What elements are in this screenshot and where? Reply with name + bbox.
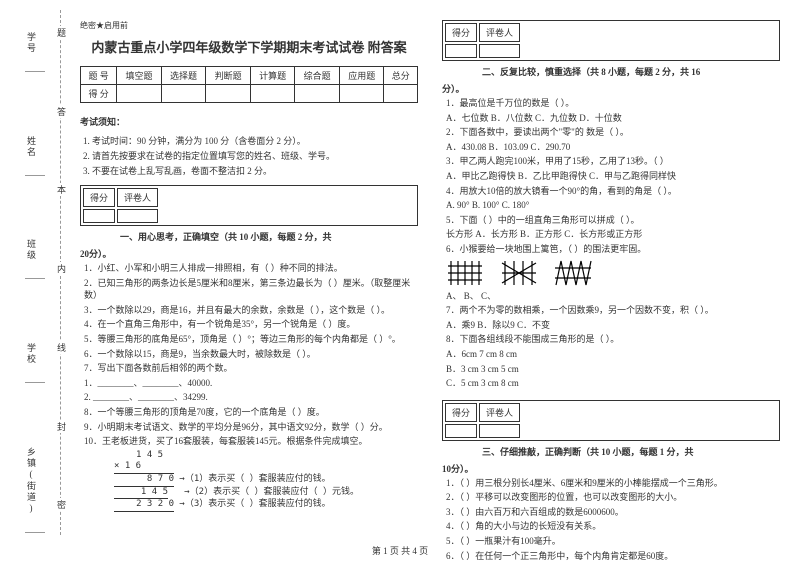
score-inline-box-2: 得分评卷人 — [442, 20, 780, 61]
side-label: 学校 — [25, 343, 38, 365]
notice-head: 考试须知： — [80, 115, 418, 128]
section-3-title: 三、仔细推敲，正确判断（共 10 小题，每题 1 分，共 — [482, 445, 780, 458]
section-2-tail: 分）。 — [442, 82, 780, 95]
side-label: 乡镇(街道) — [25, 447, 38, 515]
score-table: 题 号填空题选择题判断题计算题综合题应用题总分 得 分 — [80, 66, 418, 103]
section-3-tail: 10分）。 — [442, 462, 780, 475]
notice-list: 考试时间：90 分钟，满分为 100 分（含卷面分 2 分）。 请首先按要求在试… — [92, 132, 418, 179]
fence-patterns — [446, 258, 780, 288]
seal-line: 题 答 本 内 线 封 密 — [60, 10, 61, 535]
side-label: 学号 — [25, 32, 38, 54]
score-inline-box-3: 得分评卷人 — [442, 400, 780, 441]
multiplication-work: 1 4 5 × 1 6 8 7 0 →（1）表示买（ ）套服装应付的钱。 1 4… — [114, 450, 418, 512]
side-label: 姓名 — [25, 136, 38, 158]
side-binding-labels: 学号 姓名 班级 学校 乡镇(街道) — [20, 0, 50, 565]
score-inline-box: 得分评卷人 — [80, 185, 418, 226]
side-label: 班级 — [25, 239, 38, 261]
cross-pattern-icon — [500, 258, 540, 288]
page-footer: 第 1 页 共 4 页 — [0, 544, 800, 557]
right-column: 得分评卷人 二、反复比较，慎重选择（共 8 小题，每题 2 分，共 16 分）。… — [442, 20, 780, 535]
section-2-questions: 1．最高位是千万位的数是（ ）。 A．七位数 B．八位数 C．九位数 D．十位数… — [446, 95, 780, 392]
section-1-questions: 1．小红、小军和小明三人排成一排照相，有（ ）种不同的排法。 2．已知三角形的两… — [84, 260, 418, 512]
grid-pattern-icon — [446, 258, 486, 288]
exam-title: 内蒙古重点小学四年级数学下学期期末考试试卷 附答案 — [80, 37, 418, 56]
zigzag-pattern-icon — [553, 258, 593, 288]
left-column: 绝密★启用前 内蒙古重点小学四年级数学下学期期末考试试卷 附答案 题 号填空题选… — [80, 20, 418, 535]
section-2-title: 二、反复比较，慎重选择（共 8 小题，每题 2 分，共 16 — [482, 65, 780, 78]
section-1-tail: 20分）。 — [80, 247, 418, 260]
section-1-title: 一、用心思考，正确填空（共 10 小题，每题 2 分，共 — [120, 230, 418, 243]
secret-label: 绝密★启用前 — [80, 20, 418, 31]
